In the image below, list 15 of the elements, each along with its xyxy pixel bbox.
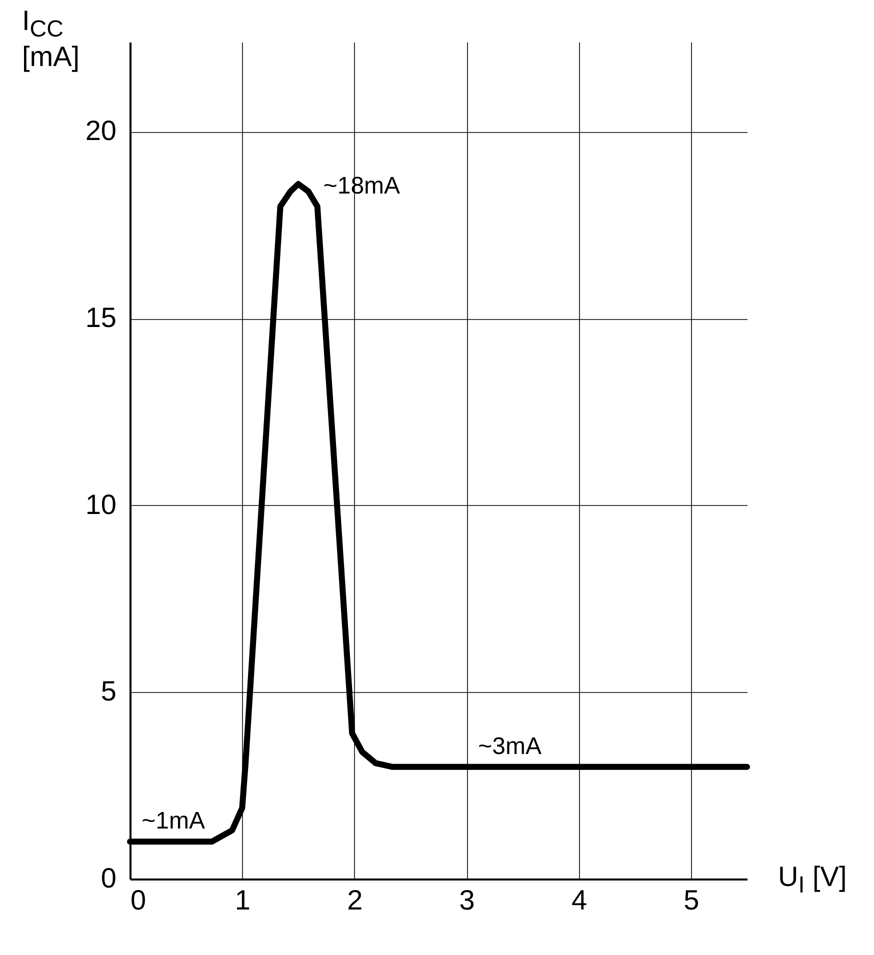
y-tick-label: 20 bbox=[85, 115, 116, 146]
x-tick-label: 4 bbox=[571, 884, 588, 916]
y-tick-label: 10 bbox=[85, 488, 116, 520]
x-tick-label: 0 bbox=[130, 884, 146, 916]
annotation: ~1mA bbox=[142, 808, 205, 835]
y-axis-title: I$_{CC}$ [mA] bbox=[22, 5, 81, 74]
y-tick-label: 5 bbox=[100, 676, 116, 707]
x-tick-label: 1 bbox=[234, 884, 250, 916]
y-tick-label: 15 bbox=[85, 302, 116, 334]
x-tick-label: 3 bbox=[459, 884, 475, 916]
annotation: ~3mA bbox=[478, 732, 542, 760]
x-tick-label: 5 bbox=[684, 884, 700, 916]
y-tick-label: 0 bbox=[100, 862, 116, 894]
x-tick-label: 2 bbox=[347, 884, 363, 916]
x-axis-title: U$_{I}$ [V] bbox=[778, 861, 847, 898]
